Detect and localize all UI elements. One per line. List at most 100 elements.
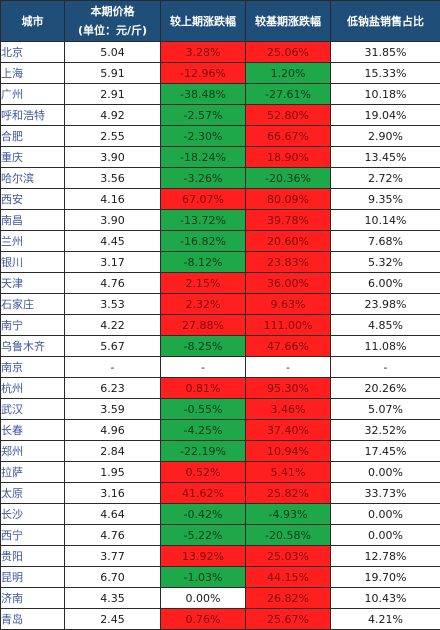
mom-change-cell: 2.32% (161, 294, 246, 315)
price-cell: 3.90 (65, 210, 161, 231)
price-cell: 6.23 (65, 378, 161, 399)
yoy-change-cell: 39.78% (246, 210, 331, 231)
mom-change-cell: -38.48% (161, 84, 246, 105)
city-cell: 长春 (1, 420, 65, 441)
price-cell: 3.77 (65, 546, 161, 567)
city-cell: 北京 (1, 42, 65, 63)
yoy-change-cell: -4.93% (246, 504, 331, 525)
mom-change-cell: -2.57% (161, 105, 246, 126)
price-cell: 3.17 (65, 252, 161, 273)
city-cell: 南宁 (1, 315, 65, 336)
city-cell: 兰州 (1, 231, 65, 252)
price-cell: 4.96 (65, 420, 161, 441)
price-cell: 5.91 (65, 63, 161, 84)
yoy-change-cell: 36.00% (246, 273, 331, 294)
price-cell: 2.55 (65, 126, 161, 147)
mom-change-cell: 0.81% (161, 378, 246, 399)
low-sodium-share-cell: - (331, 357, 440, 378)
city-cell: 武汉 (1, 399, 65, 420)
price-cell: 4.64 (65, 504, 161, 525)
low-sodium-share-cell: 0.00% (331, 525, 440, 546)
city-cell: 太原 (1, 483, 65, 504)
price-cell: 6.70 (65, 567, 161, 588)
yoy-change-cell: 80.09% (246, 189, 331, 210)
header-low-sodium-share: 低钠盐销售占比 (331, 1, 440, 42)
city-cell: 乌鲁木齐 (1, 336, 65, 357)
mom-change-cell: 0.76% (161, 609, 246, 630)
price-cell: 3.90 (65, 147, 161, 168)
price-cell: 5.04 (65, 42, 161, 63)
low-sodium-share-cell: 33.73% (331, 483, 440, 504)
price-cell: 3.59 (65, 399, 161, 420)
city-cell: 哈尔滨 (1, 168, 65, 189)
price-cell: 4.92 (65, 105, 161, 126)
city-cell: 贵阳 (1, 546, 65, 567)
yoy-change-cell: 9.63% (246, 294, 331, 315)
yoy-change-cell: 20.60% (246, 231, 331, 252)
mom-change-cell: -8.25% (161, 336, 246, 357)
price-cell: 5.67 (65, 336, 161, 357)
yoy-change-cell: 3.46% (246, 399, 331, 420)
mom-change-cell: -8.12% (161, 252, 246, 273)
low-sodium-share-cell: 5.32% (331, 252, 440, 273)
city-cell: 合肥 (1, 126, 65, 147)
mom-change-cell: -22.19% (161, 441, 246, 462)
mom-change-cell: 2.15% (161, 273, 246, 294)
city-cell: 上海 (1, 63, 65, 84)
yoy-change-cell: 23.83% (246, 252, 331, 273)
low-sodium-share-cell: 11.08% (331, 336, 440, 357)
low-sodium-share-cell: 19.04% (331, 105, 440, 126)
mom-change-cell: -12.96% (161, 63, 246, 84)
low-sodium-share-cell: 20.26% (331, 378, 440, 399)
mom-change-cell: 41.62% (161, 483, 246, 504)
price-cell: 4.16 (65, 189, 161, 210)
low-sodium-share-cell: 10.14% (331, 210, 440, 231)
yoy-change-cell: -20.36% (246, 168, 331, 189)
low-sodium-share-cell: 23.98% (331, 294, 440, 315)
low-sodium-share-cell: 7.68% (331, 231, 440, 252)
price-cell: 4.35 (65, 588, 161, 609)
city-cell: 天津 (1, 273, 65, 294)
table-row: 南京---- (1, 357, 440, 378)
low-sodium-share-cell: 15.33% (331, 63, 440, 84)
mom-change-cell: -13.72% (161, 210, 246, 231)
yoy-change-cell: 47.66% (246, 336, 331, 357)
yoy-change-cell: 37.40% (246, 420, 331, 441)
low-sodium-share-cell: 9.35% (331, 189, 440, 210)
low-sodium-share-cell: 10.18% (331, 84, 440, 105)
city-cell: 郑州 (1, 441, 65, 462)
price-cell: 4.45 (65, 231, 161, 252)
price-cell: 4.22 (65, 315, 161, 336)
mom-change-cell: -2.30% (161, 126, 246, 147)
price-cell: 1.95 (65, 462, 161, 483)
city-cell: 西宁 (1, 525, 65, 546)
yoy-change-cell: 44.15% (246, 567, 331, 588)
yoy-change-cell: 52.80% (246, 105, 331, 126)
table-header: 城市 本期价格(单位：元/斤) 较上期涨跌幅 较基期涨跌幅 低钠盐销售占比 (1, 1, 440, 42)
low-sodium-share-cell: 4.85% (331, 315, 440, 336)
city-cell: 银川 (1, 252, 65, 273)
yoy-change-cell: -20.58% (246, 525, 331, 546)
low-sodium-share-cell: 10.43% (331, 588, 440, 609)
price-cell: 3.53 (65, 294, 161, 315)
low-sodium-share-cell: 31.85% (331, 42, 440, 63)
